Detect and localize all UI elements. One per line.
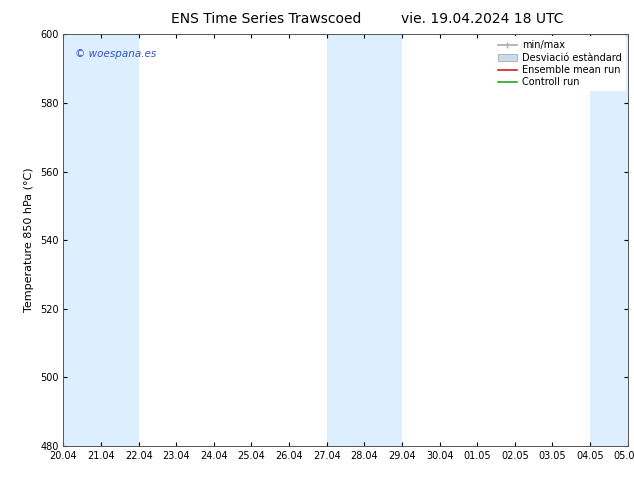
Text: vie. 19.04.2024 18 UTC: vie. 19.04.2024 18 UTC — [401, 12, 563, 26]
Legend: min/max, Desviació estàndard, Ensemble mean run, Controll run: min/max, Desviació estàndard, Ensemble m… — [494, 36, 626, 91]
Y-axis label: Temperature 850 hPa (°C): Temperature 850 hPa (°C) — [24, 168, 34, 313]
Bar — [590, 34, 628, 446]
Bar — [327, 34, 402, 446]
Text: ENS Time Series Trawscoed: ENS Time Series Trawscoed — [171, 12, 361, 26]
Text: © woespana.es: © woespana.es — [75, 49, 156, 59]
Bar — [63, 34, 139, 446]
